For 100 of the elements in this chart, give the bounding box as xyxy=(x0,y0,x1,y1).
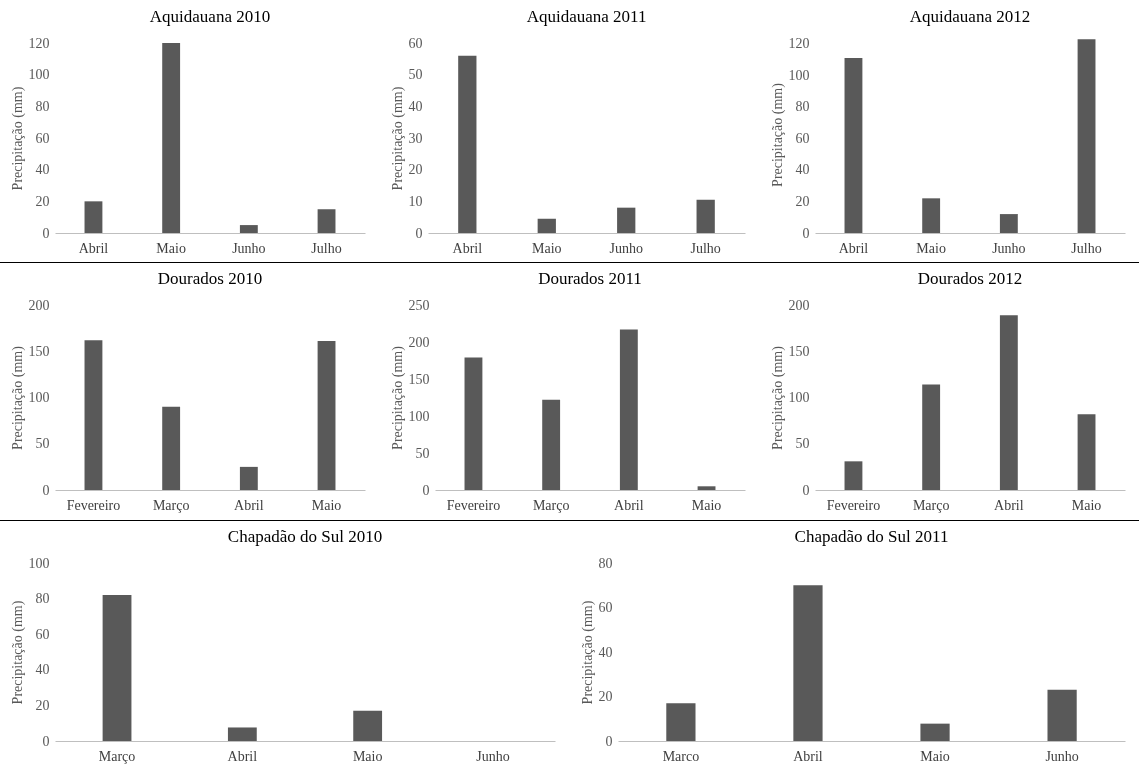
y-tick-label: 80 xyxy=(35,98,50,114)
y-axis-title: Precipitação (mm) xyxy=(769,345,786,450)
x-tick-label: Março xyxy=(912,497,950,513)
bar xyxy=(844,461,863,490)
x-tick-label: Abril xyxy=(614,497,644,513)
y-tick-label: 50 xyxy=(35,436,50,452)
x-tick-label: Junho xyxy=(1045,748,1079,764)
bar xyxy=(102,595,132,741)
bar xyxy=(619,329,638,490)
y-axis-title: Precipitação (mm) xyxy=(9,345,26,450)
y-tick-label: 20 xyxy=(35,697,50,713)
y-tick-label: 50 xyxy=(408,67,423,83)
x-tick-label: Maio xyxy=(352,748,383,764)
x-tick-label: Maio xyxy=(311,497,342,513)
y-tick-label: 80 xyxy=(35,591,50,607)
chart-title: Dourados 2010 xyxy=(157,269,263,288)
bar xyxy=(464,357,483,490)
chart-title: Chapadão do Sul 2011 xyxy=(794,527,949,546)
x-tick-label: Junho xyxy=(232,240,266,256)
y-axis-title: Precipitação (mm) xyxy=(389,345,406,450)
chart-title: Chapadão do Sul 2010 xyxy=(227,527,383,546)
bar xyxy=(1077,414,1096,490)
y-tick-label: 200 xyxy=(408,334,430,350)
x-tick-label: Maio xyxy=(156,240,186,256)
x-tick-label: Maio xyxy=(1071,497,1102,513)
y-tick-label: 60 xyxy=(35,626,50,642)
bar xyxy=(697,486,716,490)
x-tick-label: Julho xyxy=(311,240,342,256)
x-tick-label: Marco xyxy=(662,748,700,764)
y-tick-label: 120 xyxy=(788,36,810,52)
y-tick-label: 50 xyxy=(415,445,430,461)
chart-title: Aquidauana 2011 xyxy=(526,7,647,26)
y-tick-label: 80 xyxy=(795,99,810,115)
chart-title: Dourados 2012 xyxy=(917,269,1023,288)
x-tick-label: Fevereiro xyxy=(826,497,881,513)
bar xyxy=(999,214,1018,233)
y-tick-label: 60 xyxy=(598,600,613,615)
y-tick-label: 200 xyxy=(788,297,810,313)
bar xyxy=(793,585,823,741)
x-tick-label: Maio xyxy=(531,240,562,256)
y-tick-label: 250 xyxy=(408,297,430,313)
y-tick-label: 100 xyxy=(788,67,810,83)
x-tick-label: Abril xyxy=(994,497,1024,513)
y-tick-label: 100 xyxy=(28,67,50,83)
y-tick-label: 40 xyxy=(35,662,50,678)
x-tick-label: Março xyxy=(98,748,136,764)
y-tick-label: 0 xyxy=(42,225,50,241)
x-tick-label: Junho xyxy=(609,240,643,256)
bar xyxy=(162,406,181,490)
bar xyxy=(353,710,383,741)
y-tick-label: 100 xyxy=(788,390,810,405)
x-tick-label: Junho xyxy=(476,748,510,764)
bar xyxy=(227,727,257,741)
bar xyxy=(84,201,103,233)
y-tick-label: 0 xyxy=(42,482,50,498)
chart-title: Dourados 2011 xyxy=(538,269,642,288)
y-tick-label: 30 xyxy=(408,130,423,146)
x-tick-label: Maio xyxy=(691,497,722,513)
y-tick-label: 20 xyxy=(598,689,613,704)
bar xyxy=(542,399,561,490)
x-tick-label: Maio xyxy=(916,240,946,256)
y-tick-label: 150 xyxy=(408,371,430,387)
y-axis-title: Precipitação (mm) xyxy=(389,86,406,191)
y-tick-label: 100 xyxy=(408,408,430,424)
x-tick-label: Abril xyxy=(227,748,258,764)
x-tick-label: Abril xyxy=(78,240,109,256)
y-tick-label: 0 xyxy=(415,225,423,241)
x-tick-label: Junho xyxy=(992,240,1026,256)
x-tick-label: Fevereiro xyxy=(66,497,121,513)
chart-title: Aquidauana 2012 xyxy=(909,7,1031,26)
y-tick-label: 150 xyxy=(788,343,810,359)
y-axis-title: Precipitação (mm) xyxy=(579,600,596,705)
y-tick-label: 150 xyxy=(28,343,50,359)
y-tick-label: 20 xyxy=(35,193,50,209)
y-tick-label: 40 xyxy=(408,98,423,114)
y-tick-label: 40 xyxy=(795,162,810,178)
bar xyxy=(162,43,181,233)
y-tick-label: 60 xyxy=(795,130,810,146)
y-tick-label: 100 xyxy=(28,555,50,571)
x-tick-label: Maio xyxy=(920,748,950,764)
x-tick-label: Março xyxy=(532,497,570,513)
bar xyxy=(537,218,556,233)
y-axis-title: Precipitação (mm) xyxy=(9,86,26,191)
bar xyxy=(666,703,696,741)
bar xyxy=(458,55,477,233)
x-tick-label: Abril xyxy=(793,748,823,764)
bar xyxy=(999,315,1018,490)
bar xyxy=(1077,39,1096,233)
y-tick-label: 40 xyxy=(35,162,50,178)
bar xyxy=(239,466,258,490)
y-tick-label: 0 xyxy=(802,482,810,498)
y-tick-label: 10 xyxy=(408,193,423,209)
y-tick-label: 0 xyxy=(605,733,613,749)
y-tick-label: 50 xyxy=(795,436,810,452)
bar xyxy=(844,58,863,233)
bar xyxy=(1047,689,1077,741)
y-tick-label: 0 xyxy=(422,482,430,498)
bar xyxy=(922,198,941,233)
bar xyxy=(317,209,336,233)
x-tick-label: Fevereiro xyxy=(446,497,501,513)
